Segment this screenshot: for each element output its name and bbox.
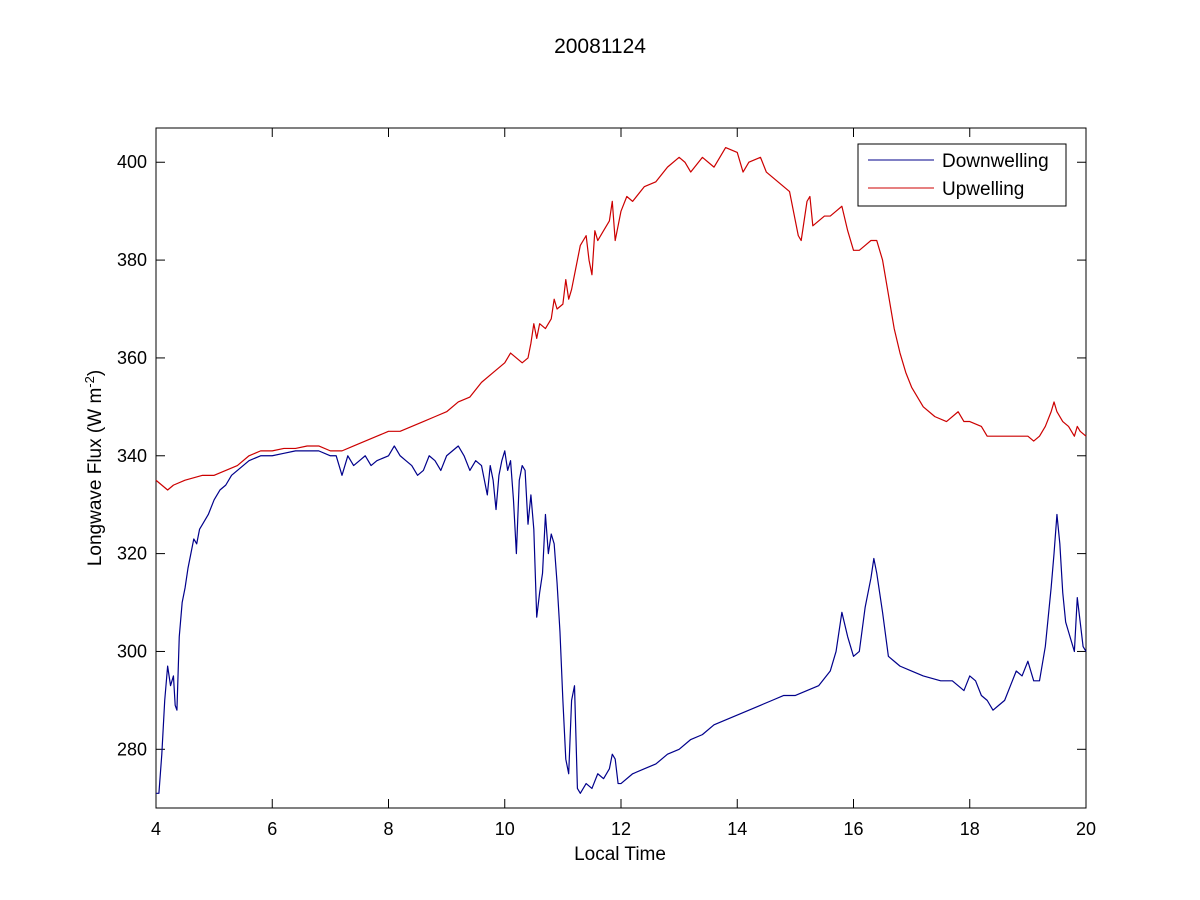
- y-tick-label: 360: [117, 348, 147, 368]
- x-tick-label: 20: [1076, 819, 1096, 839]
- legend-label-downwelling: Downwelling: [942, 151, 1049, 172]
- x-tick-label: 8: [383, 819, 393, 839]
- y-tick-label: 300: [117, 641, 147, 661]
- y-axis-title-close: ): [85, 370, 106, 376]
- x-tick-label: 10: [495, 819, 515, 839]
- series-line-upwelling: [155, 146, 1087, 491]
- x-tick-label: 4: [151, 819, 161, 839]
- y-axis-title-superscript: -2: [82, 376, 97, 388]
- x-tick-label: 18: [960, 819, 980, 839]
- series-layer: [155, 146, 1087, 794]
- x-tick-label: 6: [267, 819, 277, 839]
- plot-area: [155, 127, 1087, 809]
- x-tick-label: 16: [843, 819, 863, 839]
- axis-ticks: 4 6 8 10 12 14 16 18 20 280 300 320 340 360 380 400: [117, 128, 1096, 839]
- x-tick-label: 14: [727, 819, 747, 839]
- x-axis-title: Local Time: [574, 844, 666, 865]
- x-tick-label: 12: [611, 819, 631, 839]
- legend-label-upwelling: Upwelling: [942, 179, 1024, 200]
- y-tick-label: 280: [117, 739, 147, 759]
- legend: Downwelling Upwelling: [857, 143, 1067, 207]
- y-axis-title-main: Longwave Flux (W m: [85, 388, 106, 566]
- series-line-downwelling: [156, 445, 1087, 794]
- y-axis-title: Longwave Flux (W m-2): [82, 370, 107, 566]
- legend-box: [857, 143, 1067, 207]
- y-tick-label: 320: [117, 544, 147, 564]
- y-tick-label: 340: [117, 446, 147, 466]
- y-tick-label: 380: [117, 250, 147, 270]
- chart-title: 20081124: [554, 35, 646, 58]
- y-tick-label: 400: [117, 152, 147, 172]
